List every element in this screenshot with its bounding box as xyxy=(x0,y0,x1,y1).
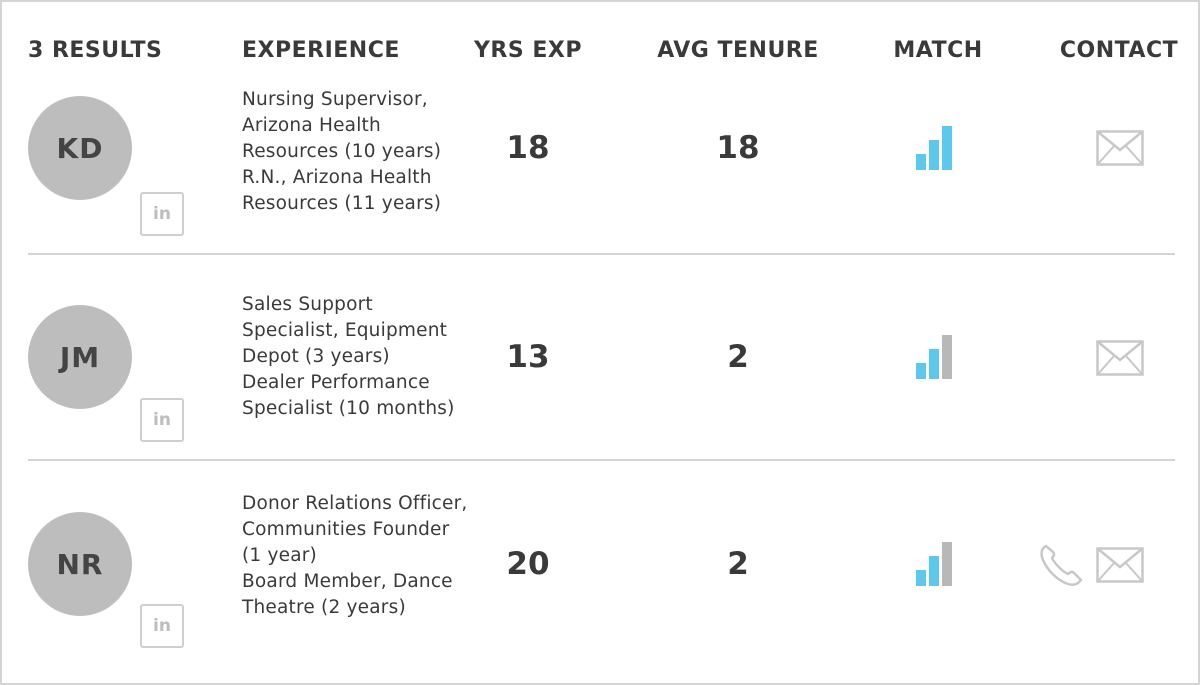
phone-icon[interactable] xyxy=(1038,543,1086,587)
experience-line: Depot (3 years) xyxy=(242,346,390,367)
avatar[interactable]: KD xyxy=(28,96,132,200)
match-strength-icon xyxy=(916,542,952,586)
experience-line: Theatre (2 years) xyxy=(242,597,406,618)
experience-list: Donor Relations Officer, Communities Fou… xyxy=(242,491,492,621)
column-header-yrs-exp: YRS EXP xyxy=(474,38,582,63)
column-header-match: MATCH xyxy=(893,38,983,63)
avg-tenure-value: 18 xyxy=(716,130,760,166)
experience-line: Nursing Supervisor, xyxy=(242,89,428,110)
experience-line: Specialist (10 months) xyxy=(242,398,455,419)
match-bar xyxy=(942,335,952,379)
experience-line: R.N., Arizona Health xyxy=(242,167,432,188)
column-header-experience: EXPERIENCE xyxy=(242,38,400,63)
row-divider xyxy=(28,253,1175,255)
email-icon[interactable] xyxy=(1096,130,1144,166)
results-count: 3 RESULTS xyxy=(28,38,163,63)
experience-line: (1 year) xyxy=(242,545,317,566)
experience-line: Dealer Performance xyxy=(242,372,430,393)
avatar[interactable]: NR xyxy=(28,512,132,616)
experience-list: Nursing Supervisor, Arizona Health Resou… xyxy=(242,87,492,217)
experience-line: Resources (11 years) xyxy=(242,193,442,214)
avatar[interactable]: JM xyxy=(28,305,132,409)
experience-list: Sales Support Specialist, Equipment Depo… xyxy=(242,292,492,422)
column-header-avg-tenure: AVG TENURE xyxy=(657,38,819,63)
experience-line: Specialist, Equipment xyxy=(242,320,448,341)
match-bar xyxy=(916,363,926,379)
match-bar xyxy=(942,542,952,586)
match-strength-icon xyxy=(916,335,952,379)
experience-line: Arizona Health xyxy=(242,115,381,136)
experience-line: Communities Founder xyxy=(242,519,450,540)
match-bar xyxy=(929,140,939,170)
row-divider xyxy=(28,459,1175,461)
yrs-exp-value: 18 xyxy=(506,130,550,166)
linkedin-icon[interactable]: in xyxy=(140,604,184,648)
experience-line: Sales Support xyxy=(242,294,373,315)
match-bar xyxy=(916,570,926,586)
match-bar xyxy=(916,154,926,170)
linkedin-icon[interactable]: in xyxy=(140,398,184,442)
match-bar xyxy=(929,349,939,379)
column-header-contact: CONTACT xyxy=(1059,38,1179,63)
experience-line: Board Member, Dance xyxy=(242,571,453,592)
email-icon[interactable] xyxy=(1096,547,1144,583)
yrs-exp-value: 20 xyxy=(506,546,550,582)
match-bar xyxy=(929,556,939,586)
match-bar xyxy=(942,126,952,170)
experience-line: Resources (10 years) xyxy=(242,141,442,162)
avg-tenure-value: 2 xyxy=(727,546,749,582)
linkedin-icon[interactable]: in xyxy=(140,192,184,236)
avg-tenure-value: 2 xyxy=(727,339,749,375)
match-strength-icon xyxy=(916,126,952,170)
experience-line: Donor Relations Officer, xyxy=(242,493,468,514)
yrs-exp-value: 13 xyxy=(506,339,550,375)
email-icon[interactable] xyxy=(1096,340,1144,376)
